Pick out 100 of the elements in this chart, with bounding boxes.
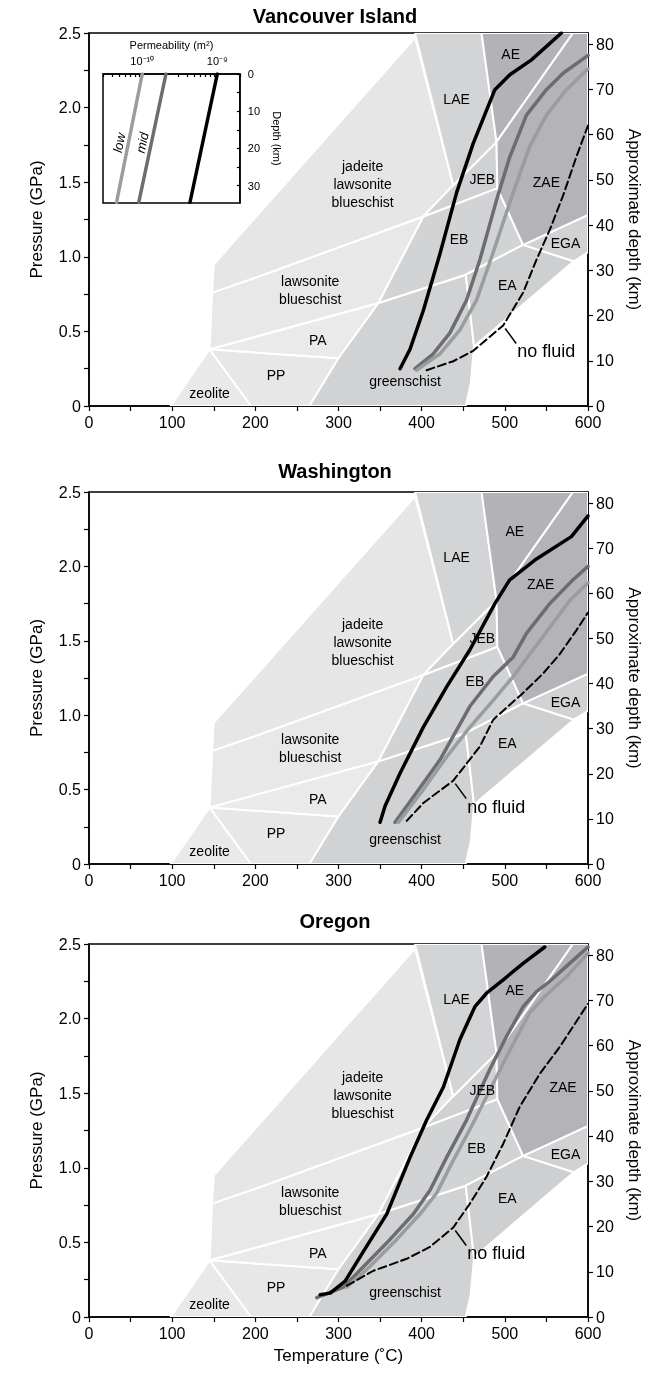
y2-tick-label: 50 [596,1082,614,1100]
text: mid [132,130,152,155]
annotation: EB [449,230,469,247]
annotation: jadeite lawsonite blueschist [331,157,394,210]
annotation: EB [465,672,485,689]
annotation: AE [505,522,525,539]
x-tick-label: 300 [325,1324,352,1342]
x-tick-label: 0 [84,413,94,431]
y2-axis-title: Approximate depth (km) [625,587,644,769]
annotation: greenschist [369,830,441,847]
x-axis-title: Temperature (˚C) [273,1346,404,1365]
y2-tick-label: 50 [596,630,614,648]
y2-tick-label: 10 [596,352,614,370]
y2-tick-label: 20 [596,765,614,783]
y-tick-label: 0.5 [58,322,82,340]
x-tick-label: 300 [325,871,352,889]
y2-tick-label: 80 [596,946,614,964]
annotation: lawsonite blueschist [279,272,342,307]
annotation: ZAE [526,576,555,593]
annotation: ZAE [549,1079,577,1096]
y2-tick-label: 0 [596,855,605,873]
annotation: EGA [550,235,581,252]
y2-tick-label: 0 [596,397,605,415]
x-tick-label: 400 [408,871,436,889]
x-tick-label: 400 [408,413,436,431]
annotation: PP [266,1279,286,1296]
y2-tick-label: 40 [596,675,614,693]
y2-tick-label: 70 [596,539,614,557]
chart-title: Washington [278,460,392,482]
x-tick-label: 600 [574,413,602,431]
y-tick-label: 2.0 [58,557,82,575]
y-tick-label: 1.5 [58,632,82,650]
annotation: ZAE [532,174,561,191]
y2-tick-label: 20 [596,1218,614,1236]
y-axis-title: Pressure (GPa) [27,160,46,279]
annotation: zeolite [189,843,231,860]
y-tick-label: 0.5 [58,781,82,799]
y-tick-label: 2.0 [58,99,82,117]
y2-tick-label: 80 [596,494,614,512]
annotation: PA [308,790,328,807]
y2-tick-label: 70 [596,992,614,1010]
y2-tick-label: 0 [596,1308,605,1326]
y2-tick-label: 60 [596,584,614,602]
y2-tick-label: 60 [596,1037,614,1055]
annotation: jadeite lawsonite blueschist [331,616,394,669]
annotation: greenschist [369,1283,441,1300]
y2-tick-label: 10 [596,810,614,828]
annotation: zeolite [189,385,231,402]
annotation: EA [497,735,518,752]
y-tick-label: 2.0 [58,1010,82,1028]
y-tick-label: 10 [247,105,261,118]
annotation: no fluid [467,1243,526,1264]
x-tick-label: 500 [491,1324,519,1342]
annotation: AE [505,982,525,999]
annotation: lawsonite blueschist [279,1183,342,1218]
annotation: PP [266,824,286,841]
annotation: EGA [550,1146,581,1163]
x-tick-label: 100 [158,1324,186,1342]
y2-tick-label: 40 [596,1127,614,1145]
annotation: LAE [443,991,470,1008]
y-tick-label: 2.5 [58,24,82,42]
y2-tick-label: 30 [596,1172,614,1190]
annotation: EB [467,1140,486,1157]
y2-axis-title: Approximate depth (km) [625,1039,644,1222]
x-tick-label: 100 [158,413,186,431]
x-tick-label: 0 [84,1324,94,1342]
y-tick-label: 1.0 [58,706,82,724]
annotation: PA [308,1244,328,1261]
y2-tick-label: 80 [596,35,614,53]
annotation: no fluid [467,796,526,817]
y-tick-label: 0 [247,68,254,80]
x-tick-label: 400 [408,1324,436,1342]
y-tick-label: 1.0 [58,248,82,266]
chart-title: Oregon [299,910,371,932]
y-tick-label: 1.0 [58,1159,82,1177]
x-tick-label: 500 [491,413,519,431]
x-axis-title: Permeability (m²) [129,38,214,51]
y-tick-label: 30 [247,179,261,192]
x-tick-label: 0 [84,871,94,889]
y-tick-label: 2.5 [58,483,82,501]
text: low [110,130,129,154]
y2-tick-label: 50 [596,171,614,189]
y-axis-title: Pressure (GPa) [27,1071,46,1190]
y2-tick-label: 30 [596,720,614,738]
annotation: no fluid [517,341,576,362]
annotation: JEB [469,1082,496,1099]
annotation: EGA [550,693,581,710]
y-axis-title: Pressure (GPa) [27,618,46,738]
x-tick-label: 500 [491,871,519,889]
y-axis-title: Depth (km) [270,111,283,166]
chart-title: Vancouver Island [252,5,418,27]
annotation: PA [308,332,328,349]
x-tick-label: 600 [574,871,602,889]
annotation: jadeite lawsonite blueschist [331,1068,394,1121]
x-tick-label: 300 [325,413,352,431]
annotation: greenschist [369,372,441,389]
annotation: LAE [443,90,470,107]
y-tick-label: 2.5 [58,935,82,953]
y-tick-label: 0 [72,397,82,415]
annotation: JEB [469,171,496,188]
